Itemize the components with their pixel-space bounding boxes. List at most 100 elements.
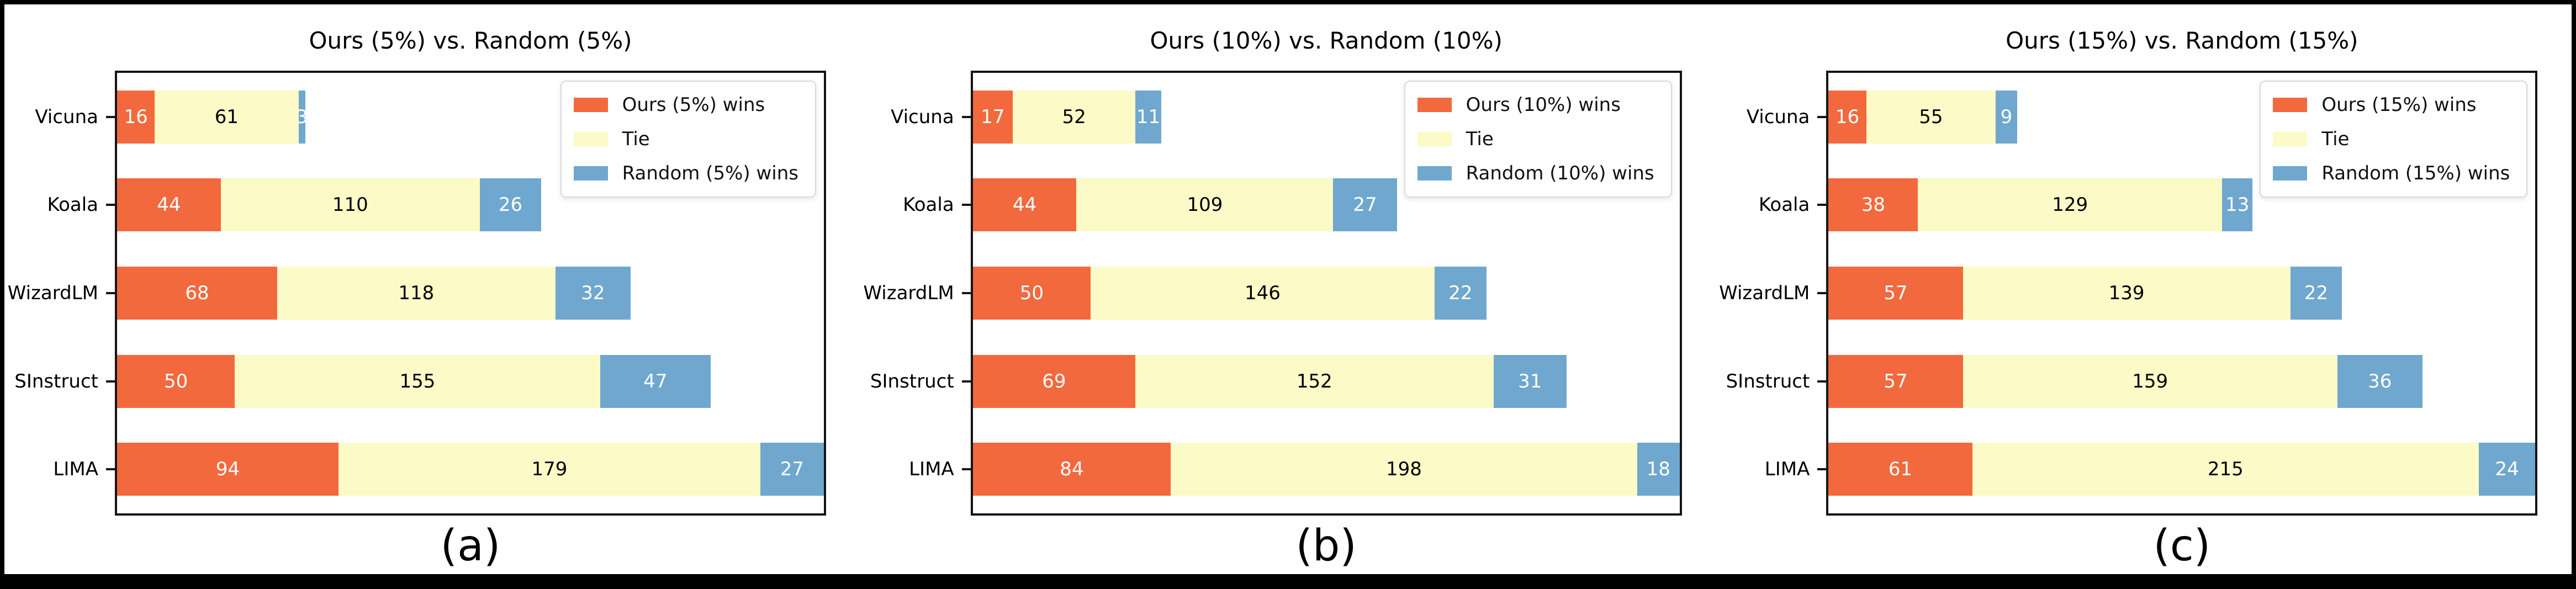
- bar-segment-random: 11: [1135, 90, 1161, 144]
- legend-label: Tie: [1466, 128, 1494, 150]
- bar-segment-ours: 50: [972, 267, 1091, 320]
- bar-segment-tie: 61: [155, 90, 299, 144]
- bar-segment-random: 47: [600, 354, 711, 408]
- y-tick-label: WizardLM: [863, 282, 954, 304]
- y-tick-label: LIMA: [53, 458, 98, 481]
- figure-canvas: Ours (5%) vs. Random (5%) Vicuna 16 61 3 Koal…: [4, 4, 2572, 574]
- y-tick-label: Koala: [1758, 194, 1810, 216]
- bar-segment-ours: 44: [117, 178, 221, 232]
- bar-value-label: 44: [1012, 194, 1037, 216]
- bar-segment-random: 13: [2221, 178, 2253, 232]
- bar-value-label: 31: [1518, 370, 1542, 392]
- y-axis-tick: [961, 115, 971, 118]
- bar-value-label: 26: [498, 194, 523, 216]
- bar-value-label: 129: [2052, 194, 2088, 216]
- bar-value-label: 32: [581, 282, 605, 304]
- bar-value-label: 16: [1835, 105, 1860, 128]
- subplot-caption-b: (b): [1295, 521, 1357, 571]
- legend-swatch-tie: [573, 132, 608, 146]
- bar-value-label: 84: [1060, 458, 1084, 481]
- bar-value-label: 68: [185, 282, 209, 304]
- bar-segment-tie: 159: [1963, 354, 2337, 408]
- bar-value-label: 152: [1296, 370, 1332, 392]
- bar-value-label: 27: [1353, 194, 1377, 216]
- y-tick-label: LIMA: [909, 458, 954, 481]
- bar-value-label: 52: [1062, 105, 1086, 128]
- bar-value-label: 22: [2304, 282, 2329, 304]
- legend-entry: Random (5%) wins: [573, 161, 798, 185]
- y-axis-tick: [106, 468, 115, 471]
- bar-segment-tie: 52: [1013, 90, 1136, 144]
- bar-value-label: 61: [1888, 458, 1913, 481]
- bar-value-label: 179: [531, 458, 568, 481]
- bar-value-label: 139: [2108, 282, 2145, 304]
- bar-value-label: 11: [1136, 105, 1161, 128]
- chart-title: Ours (5%) vs. Random (5%): [309, 27, 632, 54]
- bar-value-label: 146: [1245, 282, 1281, 304]
- legend-swatch-ours: [573, 98, 608, 112]
- bar-segment-random: 24: [2478, 443, 2536, 496]
- bar-value-label: 155: [399, 370, 436, 392]
- chart-panel-a: Ours (5%) vs. Random (5%) Vicuna 16 61 3 Koal…: [4, 4, 860, 574]
- bar-segment-ours: 68: [117, 267, 278, 320]
- bar-segment-tie: 215: [1972, 443, 2479, 496]
- legend-label: Ours (15%) wins: [2321, 94, 2477, 116]
- bar-value-label: 44: [157, 194, 181, 216]
- y-axis-tick: [106, 115, 115, 118]
- bar-value-label: 57: [1884, 282, 1908, 304]
- plot-area: Vicuna 16 55 9 Koala 38 129 13 WizardLM 57 139 22 SI…: [1719, 71, 2538, 516]
- bar-segment-random: 36: [2337, 354, 2422, 408]
- bar-segment-random: 31: [1493, 354, 1567, 408]
- legend-entry: Tie: [2273, 127, 2510, 151]
- bar-value-label: 27: [780, 458, 805, 481]
- bar-segment-tie: 179: [338, 443, 760, 496]
- bar-value-label: 38: [1861, 194, 1886, 216]
- bar-segment-tie: 155: [235, 354, 600, 408]
- legend-swatch-ours: [1417, 98, 1452, 112]
- legend-box: Ours (5%) wins Tie Random (5%) wins: [560, 81, 816, 198]
- y-axis-tick: [961, 292, 971, 294]
- legend-label: Tie: [622, 128, 650, 150]
- chart-panel-c: Ours (15%) vs. Random (15%) Vicuna 16 55 9 Ko…: [1716, 4, 2572, 574]
- bar-segment-tie: 198: [1171, 443, 1637, 496]
- legend-entry: Tie: [1417, 127, 1654, 151]
- y-axis-tick: [1817, 292, 1827, 294]
- bar-segment-ours: 61: [1828, 443, 1972, 496]
- bar-segment-ours: 94: [117, 443, 339, 496]
- bar-segment-random: 26: [480, 178, 541, 232]
- bar-segment-ours: 57: [1828, 267, 1963, 320]
- bar-value-label: 94: [215, 458, 240, 481]
- bar-value-label: 50: [164, 370, 188, 392]
- legend-entry: Ours (10%) wins: [1417, 93, 1654, 117]
- y-axis-tick: [961, 204, 971, 206]
- y-axis-tick: [106, 380, 115, 383]
- bar-value-label: 109: [1187, 194, 1223, 216]
- y-tick-label: SInstruct: [14, 370, 98, 392]
- y-tick-label: LIMA: [1764, 458, 1810, 481]
- bar-segment-tie: 109: [1076, 178, 1334, 232]
- bar-value-label: 215: [2207, 458, 2244, 481]
- bar-segment-ours: 16: [1828, 90, 1866, 144]
- bar-value-label: 36: [2368, 370, 2392, 392]
- legend-label: Random (5%) wins: [622, 162, 798, 184]
- y-tick-label: WizardLM: [1719, 282, 1810, 304]
- subplot-caption-a: (a): [440, 521, 501, 571]
- y-tick-label: SInstruct: [870, 370, 954, 392]
- legend-entry: Random (15%) wins: [2273, 161, 2510, 185]
- legend-entry: Ours (5%) wins: [573, 93, 798, 117]
- legend-box: Ours (10%) wins Tie Random (10%) wins: [1404, 81, 1672, 198]
- bar-value-label: 13: [2225, 194, 2250, 216]
- bar-segment-tie: 152: [1135, 354, 1494, 408]
- bar-segment-ours: 84: [972, 443, 1171, 496]
- legend-swatch-random: [2273, 166, 2308, 181]
- bar-segment-random: 22: [1434, 267, 1487, 320]
- bar-segment-random: 22: [2290, 267, 2342, 320]
- legend-label: Random (15%) wins: [2321, 162, 2510, 184]
- legend-swatch-tie: [2273, 132, 2308, 146]
- legend-swatch-ours: [2273, 98, 2308, 112]
- bar-segment-random: 3: [296, 90, 308, 144]
- legend-entry: Random (10%) wins: [1417, 161, 1654, 185]
- bar-segment-ours: 57: [1828, 354, 1963, 408]
- bar-segment-random: 18: [1637, 443, 1680, 496]
- bar-segment-ours: 38: [1828, 178, 1918, 232]
